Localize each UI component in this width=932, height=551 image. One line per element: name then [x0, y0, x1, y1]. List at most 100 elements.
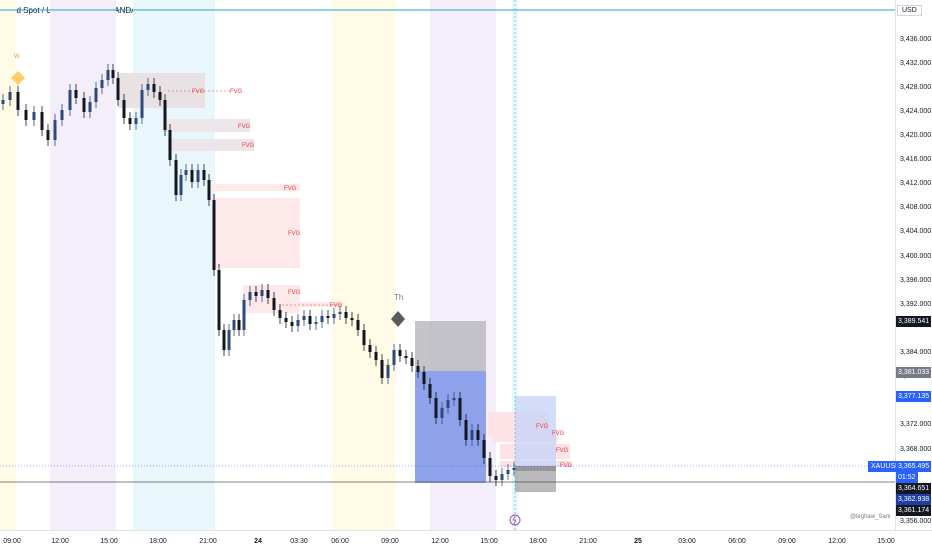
session-label-w: W: [14, 54, 20, 60]
candle-body: [196, 170, 200, 182]
price-tag: 3,361.174: [896, 505, 932, 516]
price-tick-label: 3,392.000: [900, 301, 932, 308]
candle-body: [222, 330, 226, 350]
candle-body: [53, 120, 57, 140]
candle-body: [242, 300, 246, 330]
price-axis[interactable]: 3,436.000 3,432.000 3,428.000 3,424.000 3,42…: [895, 0, 932, 530]
candle-body: [168, 130, 172, 160]
candle-body: [100, 80, 104, 88]
candle-body: [128, 118, 132, 124]
candle-body: [302, 316, 306, 320]
candle-body: [356, 320, 360, 330]
fvg-label: FVG: [536, 424, 549, 430]
candle-body: [422, 372, 426, 384]
session-marker-diamond: [11, 71, 25, 85]
time-tick-label: 06:00: [331, 538, 349, 545]
candle-body: [122, 100, 126, 118]
fvg-label: FVG: [560, 463, 573, 469]
candle-body: [326, 316, 330, 318]
candle-body: [116, 78, 120, 100]
candle-body: [248, 292, 252, 300]
time-tick-label: 21:00: [199, 538, 217, 545]
fvg-label: FVG: [330, 303, 343, 309]
candle-body: [308, 316, 312, 324]
candle-body: [410, 358, 414, 366]
fvg-zone: [163, 119, 250, 132]
price-tick-label: 3,372.000: [900, 421, 932, 428]
candle-body: [428, 384, 432, 398]
price-tick-label: 3,412.000: [900, 180, 932, 187]
candle-body: [266, 290, 270, 298]
candle-body: [94, 88, 98, 102]
range-box-discount: [415, 371, 486, 483]
author-watermark: @leghaw_Sani: [850, 514, 891, 520]
candles-group: [1, 64, 516, 486]
fvg-zone: [212, 184, 300, 191]
symbol-tag: XAUUSD: [868, 461, 904, 472]
candle-body: [163, 100, 167, 130]
time-tick-label: 06:00: [728, 538, 746, 545]
session-band-asia: [0, 0, 16, 530]
candle-body: [446, 400, 450, 408]
currency-label[interactable]: USD: [897, 5, 922, 16]
candle-body: [350, 318, 354, 320]
time-tick-label: 15:00: [480, 538, 498, 545]
candle-body: [190, 170, 194, 182]
candle-body: [434, 398, 438, 418]
candle-body: [296, 320, 300, 326]
fvg-label: FVG: [288, 231, 301, 237]
range-box-premium: [415, 321, 486, 371]
candle-body: [32, 112, 36, 120]
price-tick-label: 3,408.000: [900, 204, 932, 211]
candle-body: [440, 408, 444, 418]
candle-body: [482, 440, 486, 458]
candle-body: [174, 160, 178, 195]
time-tick-label: 21:00: [579, 538, 597, 545]
fvg-label: FVG: [552, 431, 565, 437]
time-tick-label: 25: [634, 538, 642, 545]
candle-body: [217, 270, 221, 330]
candle-body: [16, 92, 20, 110]
candle-body: [320, 316, 324, 322]
candle-body: [506, 470, 510, 474]
projection-box-blue: [515, 396, 556, 466]
candle-body: [134, 118, 138, 124]
candle-body: [362, 330, 366, 345]
time-tick-label: 03:00: [678, 538, 696, 545]
session-label-th: Th: [394, 293, 403, 302]
time-axis[interactable]: 09:00 12:00 15:00 18:00 21:00 24 03:30 06:00 09:…: [0, 530, 932, 551]
fvg-zone: [212, 198, 300, 268]
time-tick-label: 09:00: [3, 538, 21, 545]
candle-body: [46, 130, 50, 140]
candle-body: [8, 92, 12, 100]
candle-body: [82, 98, 86, 112]
candle-body: [380, 360, 384, 378]
price-tick-label: 3,432.000: [900, 60, 932, 67]
price-tag: 3,364.651: [896, 483, 932, 494]
candle-body: [386, 365, 390, 378]
candle-body: [392, 350, 396, 365]
candle-body: [470, 430, 474, 440]
candle-body: [314, 322, 318, 324]
fvg-zone: [168, 139, 254, 151]
time-tick-label: 09:00: [778, 538, 796, 545]
fvg-zone: [282, 302, 342, 307]
candle-body: [398, 350, 402, 356]
price-tick-label: 3,384.000: [900, 349, 932, 356]
candle-body: [111, 70, 115, 78]
fvg-zone: [118, 73, 205, 108]
candle-body: [338, 312, 342, 314]
price-tag: 3,377.135: [896, 391, 932, 402]
chart-plot-area[interactable]: FVG FVG FVG FVG FVG FVG FVG FVG FVG FVG …: [0, 0, 895, 530]
candle-body: [254, 292, 258, 296]
session-band-london: [50, 0, 116, 530]
candle-body: [260, 290, 264, 296]
candle-body: [464, 420, 468, 440]
candle-body: [500, 474, 504, 480]
price-tick-label: 3,368.000: [900, 446, 932, 453]
time-tick-label: 18:00: [529, 538, 547, 545]
time-tick-label: 15:00: [877, 538, 895, 545]
candle-body: [237, 320, 241, 330]
fvg-zone: [243, 285, 300, 313]
candle-body: [74, 90, 78, 98]
